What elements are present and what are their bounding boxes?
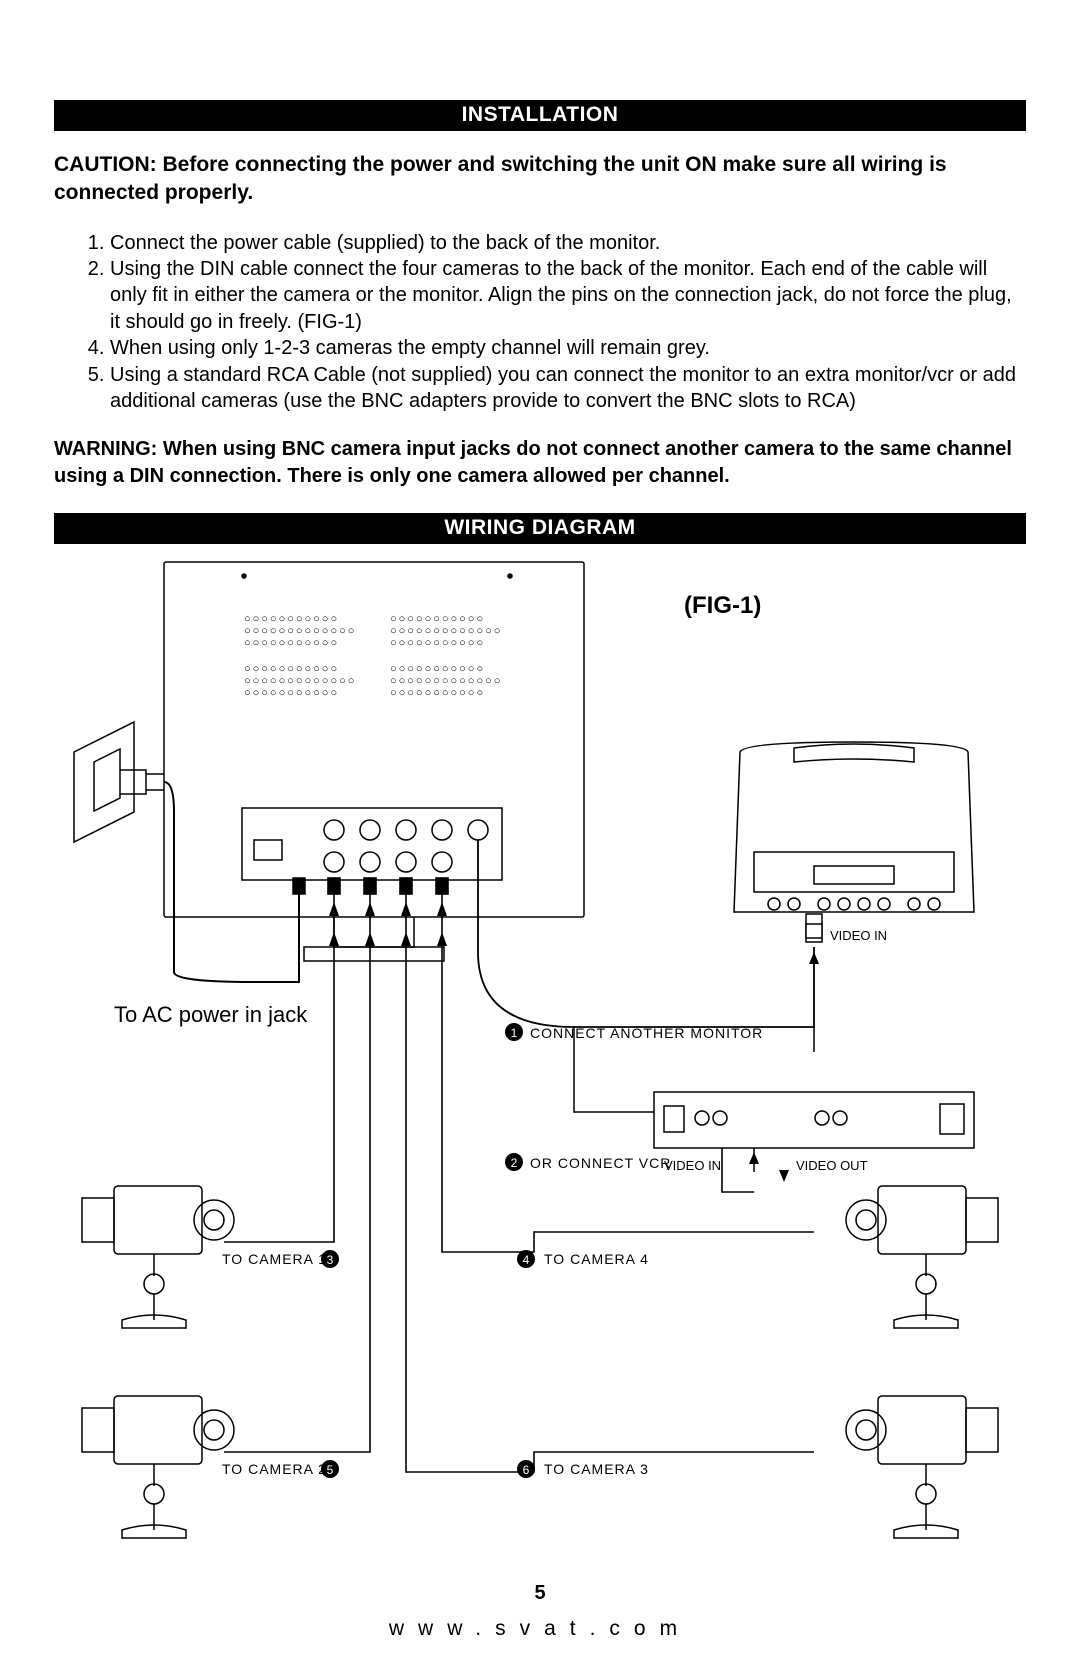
label-ac-power: To AC power in jack bbox=[114, 1002, 308, 1027]
step-2: Using the DIN cable connect the four cam… bbox=[110, 256, 1026, 335]
svg-text:5: 5 bbox=[327, 1463, 334, 1477]
svg-text:○○○○○○○○○○○○○: ○○○○○○○○○○○○○ bbox=[390, 625, 502, 637]
page: INSTALLATION CAUTION: Before connecting … bbox=[0, 0, 1080, 1669]
figure-label: (FIG-1) bbox=[684, 592, 761, 620]
svg-text:○○○○○○○○○○○○○: ○○○○○○○○○○○○○ bbox=[244, 625, 356, 637]
warning-text: WARNING: When using BNC camera input jac… bbox=[54, 436, 1026, 489]
bullet-4: 4 bbox=[517, 1250, 535, 1268]
svg-text:○○○○○○○○○○○: ○○○○○○○○○○○ bbox=[390, 613, 485, 625]
svg-text:○○○○○○○○○○○: ○○○○○○○○○○○ bbox=[244, 613, 339, 625]
label-video-in-2: VIDEO IN bbox=[664, 1158, 721, 1173]
svg-text:○○○○○○○○○○○○○: ○○○○○○○○○○○○○ bbox=[244, 675, 356, 687]
bullet-3: 3 bbox=[321, 1250, 339, 1268]
installation-header: INSTALLATION bbox=[54, 100, 1026, 131]
svg-text:○○○○○○○○○○○: ○○○○○○○○○○○ bbox=[390, 637, 485, 649]
label-or-vcr: OR CONNECT VCR bbox=[530, 1155, 671, 1171]
wiring-header: WIRING DIAGRAM bbox=[54, 513, 1026, 544]
svg-text:3: 3 bbox=[327, 1253, 334, 1267]
label-video-out: VIDEO OUT bbox=[796, 1158, 868, 1173]
steps-list: Connect the power cable (supplied) to th… bbox=[54, 230, 1026, 415]
bullet-6: 6 bbox=[517, 1460, 535, 1478]
step-1: Connect the power cable (supplied) to th… bbox=[110, 230, 1026, 256]
content-area: INSTALLATION CAUTION: Before connecting … bbox=[54, 100, 1026, 1669]
label-video-in-1: VIDEO IN bbox=[830, 928, 887, 943]
bullet-5: 5 bbox=[321, 1460, 339, 1478]
svg-text:4: 4 bbox=[523, 1253, 530, 1267]
bullet-2: 2 bbox=[505, 1153, 523, 1171]
svg-text:2: 2 bbox=[511, 1156, 518, 1170]
svg-text:○○○○○○○○○○○: ○○○○○○○○○○○ bbox=[244, 637, 339, 649]
label-cam1: TO CAMERA 1 bbox=[222, 1251, 327, 1267]
svg-text:○○○○○○○○○○○: ○○○○○○○○○○○ bbox=[390, 687, 485, 699]
page-number: 5 bbox=[0, 1582, 1080, 1605]
diagram-svg: ○○○○○○○○○○○ ○○○○○○○○○○○○○ ○○○○○○○○○○○ ○○… bbox=[54, 552, 1026, 1572]
step-4: When using only 1-2-3 cameras the empty … bbox=[110, 335, 1026, 361]
svg-text:○○○○○○○○○○○: ○○○○○○○○○○○ bbox=[390, 663, 485, 675]
svg-text:○○○○○○○○○○○○○: ○○○○○○○○○○○○○ bbox=[390, 675, 502, 687]
label-cam4: TO CAMERA 4 bbox=[544, 1251, 649, 1267]
caution-text: CAUTION: Before connecting the power and… bbox=[54, 151, 1026, 208]
svg-text:○○○○○○○○○○○: ○○○○○○○○○○○ bbox=[244, 687, 339, 699]
label-connect-monitor: CONNECT ANOTHER MONITOR bbox=[530, 1025, 763, 1041]
label-cam2: TO CAMERA 2 bbox=[222, 1461, 327, 1477]
footer-url: www.svat.com bbox=[0, 1617, 1080, 1641]
bullet-1: 1 bbox=[505, 1023, 523, 1041]
svg-text:○○○○○○○○○○○: ○○○○○○○○○○○ bbox=[244, 663, 339, 675]
step-5: Using a standard RCA Cable (not supplied… bbox=[110, 362, 1026, 415]
svg-text:1: 1 bbox=[511, 1026, 518, 1040]
svg-text:6: 6 bbox=[523, 1463, 530, 1477]
wiring-diagram: (FIG-1) ○○○○○○○○○○○ ○○○○○○○○○○○○○ bbox=[54, 552, 1026, 1572]
label-cam3: TO CAMERA 3 bbox=[544, 1461, 649, 1477]
